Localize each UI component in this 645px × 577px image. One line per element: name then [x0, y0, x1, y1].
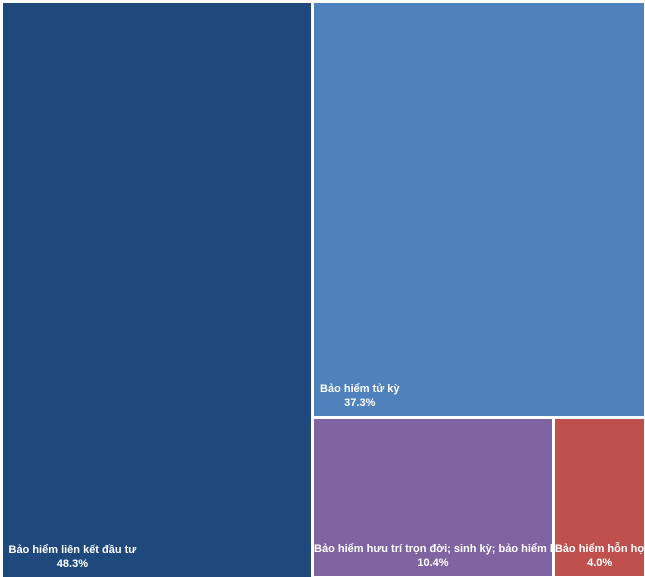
tile-category-label: Bảo hiểm hỗn hợp: [554, 543, 645, 556]
tile-label: Bảo hiểm tử kỳ 37.3%: [320, 382, 400, 410]
tile-investment-linked: Bảo hiểm liên kết đầu tư 48.3%: [2, 2, 312, 577]
tile-category-label: Bảo hiểm tử kỳ: [320, 382, 400, 395]
tile-value-label: 10.4%: [417, 557, 449, 570]
tile-value-label: 48.3%: [56, 557, 88, 570]
tile-mixed: Bảo hiểm hỗn hợp 4.0%: [554, 418, 645, 577]
tile-label: Bảo hiểm liên kết đầu tư 48.3%: [9, 543, 137, 571]
tile-label: Bảo hiểm hưu trí trọn đời; sinh kỳ; bảo …: [314, 542, 575, 570]
tile-category-label: Bảo hiểm hưu trí trọn đời; sinh kỳ; bảo …: [314, 543, 575, 556]
tile-value-label: 37.3%: [344, 396, 376, 409]
tile-value-label: 4.0%: [587, 557, 613, 570]
tile-term-life: Bảo hiểm tử kỳ 37.3%: [314, 2, 645, 416]
tile-category-label: Bảo hiểm liên kết đầu tư: [8, 543, 137, 556]
tile-label: Bảo hiểm hỗn hợp 4.0%: [555, 542, 645, 570]
tile-pension-endowment-other: Bảo hiểm hưu trí trọn đời; sinh kỳ; bảo …: [314, 418, 575, 577]
